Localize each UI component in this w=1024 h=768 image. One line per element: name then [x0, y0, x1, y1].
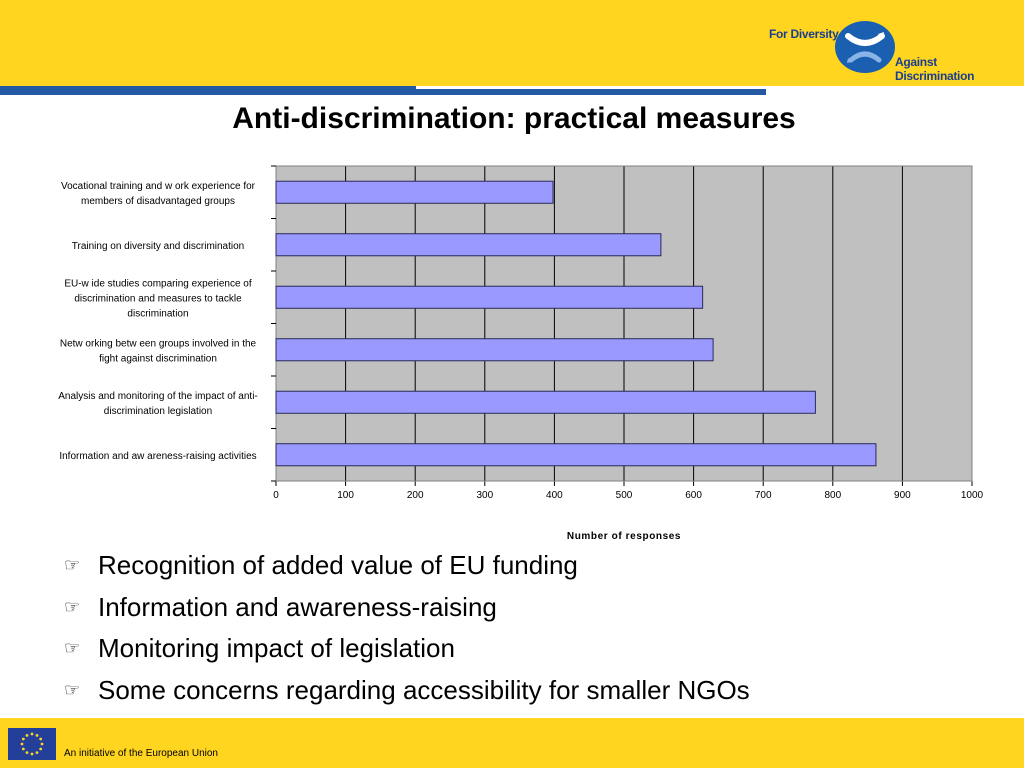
x-tick-label: 100: [337, 490, 354, 501]
x-tick-label: 700: [755, 490, 772, 501]
eu-star-icon: [39, 747, 43, 751]
y-category-label: Vocational training and w ork experience…: [61, 181, 256, 207]
pointing-hand-icon: ☞: [64, 679, 81, 700]
brand-logo-block: For Diversity Against Discrimination: [766, 20, 1016, 83]
y-category-label: Information and aw areness-raising activ…: [59, 451, 256, 462]
y-category-label: Training on diversity and discrimination: [72, 241, 245, 252]
bar-chart: 0 100 200 300 400 500 600 700 800 900 1000 Vocation…: [58, 165, 984, 542]
bar: [275, 285, 704, 309]
eu-star-icon: [40, 742, 44, 746]
x-tick-label: 900: [894, 490, 911, 501]
bullet-text: Recognition of added value of EU funding: [98, 550, 578, 581]
eu-star-icon: [20, 742, 24, 746]
bullet-list: ☞ Recognition of added value of EU fundi…: [64, 545, 750, 711]
diversity-logo-icon: [835, 21, 895, 73]
pointing-hand-icon: ☞: [64, 555, 81, 576]
brand-line-2: Against Discrimination: [895, 55, 975, 83]
pointing-hand-icon: ☞: [64, 638, 81, 659]
bar: [275, 338, 714, 362]
eu-star-icon: [35, 733, 39, 737]
slide-title: Anti-discrimination: practical measures: [232, 102, 796, 135]
bullet-text: Some concerns regarding accessibility fo…: [98, 674, 750, 705]
eu-star-icon: [21, 747, 25, 751]
bar: [275, 180, 554, 204]
eu-star-icon: [25, 733, 29, 737]
bar: [275, 390, 816, 414]
eu-star-icon: [25, 751, 29, 755]
eu-star-icon: [21, 737, 25, 741]
x-tick-label: 600: [685, 490, 702, 501]
x-tick-label: 1000: [961, 490, 984, 501]
y-category-label: Analysis and monitoring of the impact of…: [58, 391, 258, 417]
bullet-item: ☞ Recognition of added value of EU fundi…: [64, 545, 750, 587]
eu-star-icon: [35, 751, 39, 755]
footer-band: An initiative of the European Union: [0, 718, 1024, 768]
x-tick-label: 300: [476, 490, 493, 501]
y-category-label: EU-w ide studies comparing experience of…: [64, 278, 252, 319]
header-rule: [0, 86, 766, 95]
eu-flag-icon: [8, 728, 56, 760]
eu-star-icon: [39, 737, 43, 741]
bar: [275, 233, 662, 257]
x-tick-label: 800: [824, 490, 841, 501]
x-tick-label: 200: [407, 490, 424, 501]
bullet-item: ☞ Monitoring impact of legislation: [64, 628, 750, 670]
x-tick-label: 500: [616, 490, 633, 501]
bullet-item: ☞ Information and awareness-raising: [64, 587, 750, 629]
bullet-text: Monitoring impact of legislation: [98, 633, 455, 664]
x-tick-label: 0: [273, 490, 279, 501]
bar: [275, 443, 877, 467]
x-tick-label: 400: [546, 490, 563, 501]
y-category-label: Netw orking betw een groups involved in …: [60, 338, 257, 364]
eu-star-icon: [30, 752, 34, 756]
brand-line-1: For Diversity: [769, 27, 839, 41]
footer-text: An initiative of the European Union: [64, 748, 218, 759]
pointing-hand-icon: ☞: [64, 596, 81, 617]
eu-star-icon: [30, 732, 34, 736]
bullet-item: ☞ Some concerns regarding accessibility …: [64, 670, 750, 712]
x-axis-label: Number of responses: [567, 531, 681, 542]
bullet-text: Information and awareness-raising: [98, 591, 497, 622]
